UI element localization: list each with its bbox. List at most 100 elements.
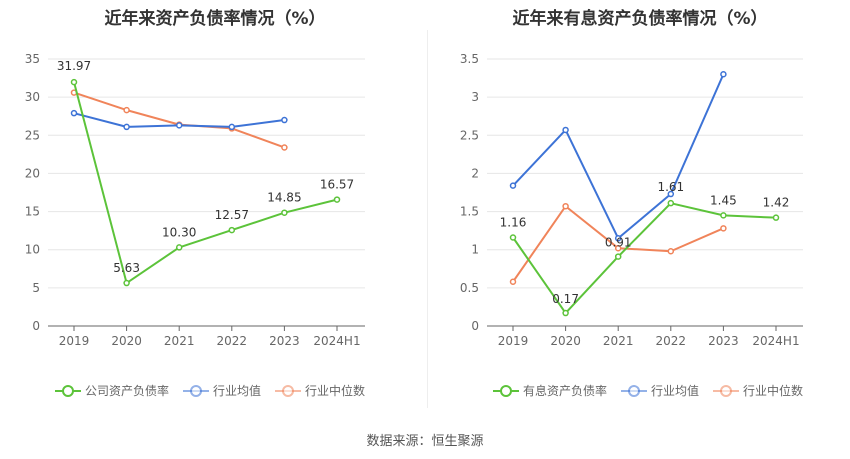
legend-label: 有息资产负债率	[523, 384, 608, 398]
y-tick-label: 30	[25, 90, 40, 104]
data-point	[614, 244, 622, 252]
data-point	[228, 226, 236, 234]
data-point	[720, 225, 727, 232]
legend-label: 行业中位数	[743, 384, 804, 398]
data-label: 10.30	[162, 225, 196, 239]
x-tick-label: 2024H1	[752, 334, 799, 348]
legend-item[interactable]: 行业均值	[621, 382, 699, 399]
series-line	[512, 202, 777, 315]
chart-right: 0 0.5 1 1.5 2 2.5 3 3.5 2019 2020 2021 2022 2023 2024…	[460, 52, 803, 348]
legend-item[interactable]: 有息资产负债率	[493, 382, 607, 399]
data-label: 31.97	[57, 59, 91, 73]
data-label: 0.91	[605, 236, 632, 250]
x-tick-label: 2021	[603, 334, 634, 348]
data-point	[562, 126, 569, 134]
x-tick-label: 2023	[708, 334, 739, 348]
y-tick-label: 1.5	[460, 205, 479, 219]
data-point	[614, 253, 622, 260]
y-tick-label: 2	[471, 166, 479, 180]
x-tick-label: 2020	[111, 334, 142, 348]
data-point	[509, 182, 517, 189]
data-label: 1.45	[710, 193, 737, 207]
data-label: 12.57	[215, 208, 249, 222]
series-line	[73, 81, 338, 285]
y-tick-label: 3	[471, 90, 479, 104]
data-point	[562, 202, 569, 210]
x-tick-label: 2022	[656, 334, 687, 348]
data-point	[228, 123, 236, 131]
legend-label: 公司资产负债率	[85, 384, 170, 398]
data-label: 5.63	[113, 261, 140, 275]
y-tick-label: 20	[25, 166, 40, 180]
data-point	[175, 122, 183, 129]
data-point	[175, 244, 183, 251]
y-tick-label: 0	[471, 319, 479, 333]
series-line	[73, 91, 285, 149]
x-tick-label: 2024H1	[313, 334, 360, 348]
legend-line-icon	[183, 384, 210, 397]
data-point	[720, 212, 727, 219]
legend-item[interactable]: 行业均值	[183, 382, 261, 399]
x-tick-label: 2019	[498, 334, 529, 348]
data-point	[772, 214, 780, 221]
y-tick-label: 10	[25, 243, 40, 257]
series-line	[512, 73, 725, 240]
data-point	[123, 106, 130, 114]
legend-label: 行业均值	[651, 384, 700, 398]
data-point	[562, 309, 569, 317]
legend-right: 有息资产负债率 行业均值 行业中位数	[493, 382, 817, 399]
chart-title-right: 近年来有息资产负债率情况（%）	[512, 9, 768, 29]
y-tick-label: 25	[25, 128, 40, 142]
data-point	[123, 123, 130, 131]
y-tick-label: 2.5	[460, 128, 479, 142]
legend-line-icon	[493, 384, 519, 397]
x-tick-label: 2020	[550, 334, 581, 348]
data-source-note: 数据来源：恒生聚源	[366, 434, 484, 449]
data-point	[614, 235, 622, 242]
data-point	[70, 78, 78, 86]
data-point	[70, 109, 78, 117]
data-point	[281, 209, 288, 216]
legend-item[interactable]: 行业中位数	[275, 382, 365, 399]
data-point	[281, 144, 288, 151]
data-point	[667, 247, 675, 255]
legend-label: 行业均值	[213, 384, 262, 398]
y-tick-label: 15	[25, 205, 40, 219]
y-tick-label: 5	[32, 281, 40, 295]
data-point	[667, 190, 675, 198]
data-label: 0.17	[552, 292, 579, 306]
y-tick-label: 35	[25, 52, 40, 66]
y-tick-label: 0	[32, 319, 40, 333]
data-point	[509, 278, 517, 286]
legend-line-icon	[621, 384, 648, 397]
x-tick-label: 2021	[164, 334, 195, 348]
data-point	[281, 116, 288, 124]
data-label: 1.61	[657, 180, 684, 194]
legend-line-icon	[275, 384, 302, 397]
legend-line-icon	[55, 384, 81, 397]
data-label: 14.85	[267, 191, 301, 205]
y-tick-label: 1	[471, 243, 479, 257]
data-point	[123, 279, 130, 287]
y-tick-label: 0.5	[460, 281, 479, 295]
x-tick-label: 2023	[269, 334, 300, 348]
legend-left: 公司资产负债率 行业均值 行业中位数	[55, 382, 379, 399]
chart-left: 0 5 10 15 20 25 30 35 2019 2020 2021 2022 2023 2024H1…	[25, 52, 365, 348]
chart-title-left: 近年来资产负债率情况（%）	[104, 9, 326, 29]
data-label: 16.57	[320, 178, 354, 192]
y-tick-label: 3.5	[460, 52, 479, 66]
x-tick-label: 2022	[217, 334, 248, 348]
x-tick-label: 2019	[59, 334, 90, 348]
data-label: 1.42	[763, 196, 790, 210]
data-point	[720, 71, 727, 78]
legend-item[interactable]: 公司资产负债率	[55, 382, 169, 399]
data-point	[333, 196, 341, 203]
data-label: 1.16	[500, 216, 527, 230]
data-point	[667, 199, 675, 207]
legend-label: 行业中位数	[305, 384, 366, 398]
chart-divider	[427, 30, 428, 408]
legend-item[interactable]: 行业中位数	[713, 382, 803, 399]
legend-line-icon	[713, 384, 740, 397]
data-point	[509, 234, 517, 241]
